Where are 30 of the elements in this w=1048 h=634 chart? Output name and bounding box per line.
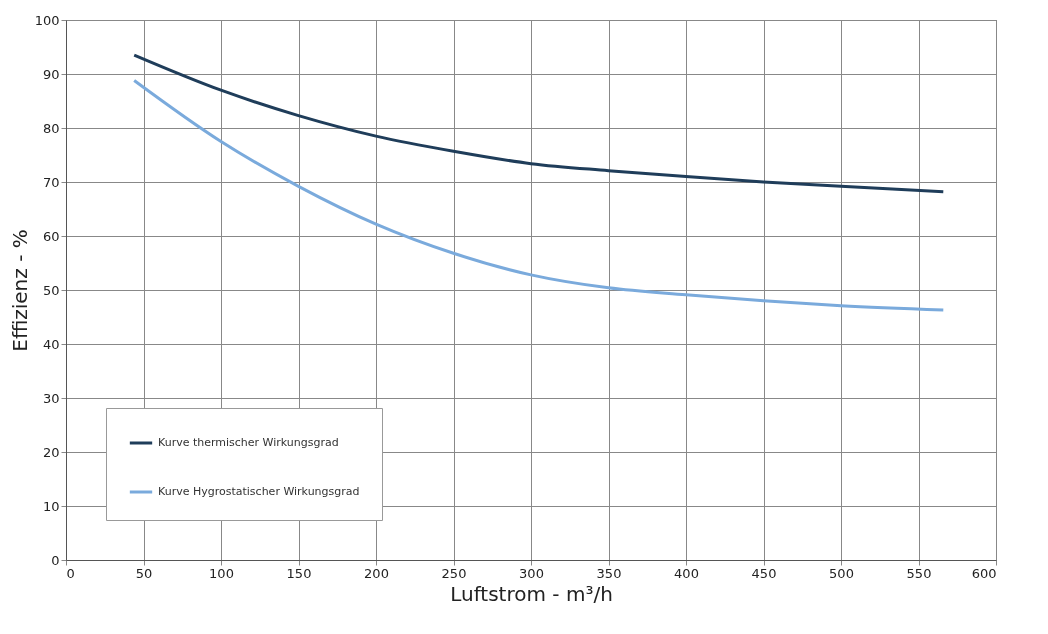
x-tick-label: 150	[286, 565, 312, 581]
x-tick-label: 200	[364, 565, 389, 581]
y-tick-label: 80	[42, 120, 60, 136]
x-tick-label: 350	[596, 565, 622, 581]
y-tick-label: 90	[42, 66, 60, 82]
y-tick-label: 0	[51, 552, 60, 568]
line-series	[132, 78, 945, 312]
x-axis-title: Luftstrom - m³/h	[450, 581, 613, 606]
x-tick-label: 400	[674, 565, 699, 581]
y-tick-label: 70	[42, 174, 60, 190]
x-tick-label: 500	[829, 565, 854, 581]
x-tick-label: 450	[751, 565, 777, 581]
x-tick-label: 50	[135, 565, 153, 581]
x-tick-label: 300	[519, 565, 544, 581]
y-tick-label: 100	[34, 12, 60, 28]
y-tick-label: 60	[42, 228, 60, 244]
y-tick-label: 10	[42, 498, 60, 514]
x-tick-label: 0	[66, 565, 75, 581]
y-tick-label: 40	[42, 336, 60, 352]
y-axis-title: Effizienz - %	[7, 229, 32, 352]
legend-label: Kurve Hygrostatischer Wirkungsgrad	[158, 485, 360, 498]
y-tick-label: 50	[42, 282, 60, 298]
x-tick-label: 100	[209, 565, 234, 581]
y-tick-label: 20	[42, 444, 60, 460]
x-tick-label: 550	[906, 565, 932, 581]
x-tick-label: 250	[441, 565, 467, 581]
x-tick-label: 600	[971, 565, 997, 581]
line-series	[132, 53, 945, 194]
legend-label: Kurve thermischer Wirkungsgrad	[158, 436, 339, 449]
y-tick-label: 30	[42, 390, 60, 406]
